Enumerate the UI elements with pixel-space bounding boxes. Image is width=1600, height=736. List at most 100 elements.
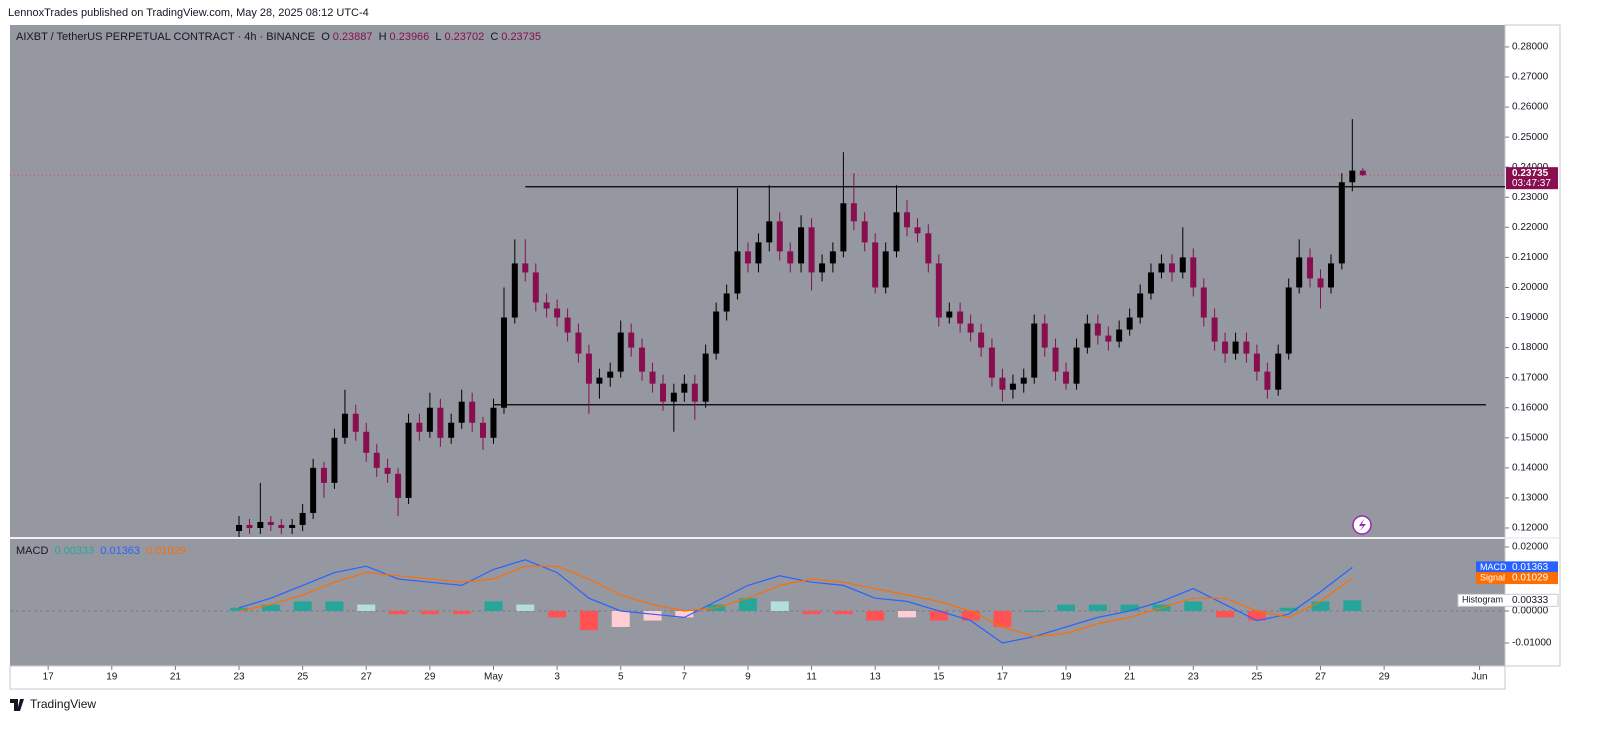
histogram-bar xyxy=(929,610,948,621)
candle-body xyxy=(893,212,900,252)
candle-body xyxy=(490,407,497,438)
candle-body xyxy=(1137,293,1144,318)
candle-body xyxy=(755,242,762,264)
histogram-bar xyxy=(802,610,821,615)
candle-body xyxy=(1190,257,1197,288)
candle-body xyxy=(532,272,539,303)
candle-body xyxy=(808,227,815,273)
candle-body xyxy=(1328,263,1335,288)
candle-body xyxy=(575,332,582,354)
candle-body xyxy=(384,467,391,474)
macd-line xyxy=(238,565,1353,638)
histogram-bar xyxy=(675,610,694,618)
candle-body xyxy=(479,422,486,438)
histogram-bar xyxy=(548,610,567,618)
candle-body xyxy=(257,521,264,528)
macd-legend: MACD 0.00333 0.01363 0.01029 xyxy=(16,545,189,557)
x-tick-label: 19 xyxy=(106,672,118,683)
candle-body xyxy=(267,521,274,525)
candle-body xyxy=(925,233,932,264)
histogram-bar xyxy=(516,604,535,611)
candle-body xyxy=(649,371,656,384)
x-tick-label: 11 xyxy=(806,672,817,683)
x-tick-label: 17 xyxy=(43,672,55,683)
macd-value: 0.01363 xyxy=(100,545,141,557)
y-tick-label: 0.13000 xyxy=(1512,493,1549,504)
symbol-legend: AIXBT / TetherUS PERPETUAL CONTRACT · 4h… xyxy=(16,31,544,43)
series-label-box xyxy=(1457,593,1559,607)
candle-body xyxy=(744,251,751,264)
histogram-bar xyxy=(484,601,503,611)
candle-body xyxy=(702,353,709,402)
candle-body xyxy=(585,353,592,384)
x-tick-label: 7 xyxy=(682,672,688,683)
candle-body xyxy=(734,251,741,294)
histogram-bar xyxy=(261,604,280,611)
candle-body xyxy=(1200,287,1207,318)
histogram-bar xyxy=(1311,601,1330,611)
y-tick-label: 0.00000 xyxy=(1512,606,1549,617)
histogram-bar xyxy=(1088,604,1107,611)
x-tick-label: 15 xyxy=(933,672,945,683)
histogram-bar xyxy=(1025,610,1044,612)
x-tick-label: May xyxy=(484,672,503,683)
candle-body xyxy=(1168,263,1175,273)
candle-body xyxy=(289,524,296,528)
candle-body xyxy=(469,401,476,423)
candle-body xyxy=(861,221,868,243)
candle-body xyxy=(829,251,836,264)
candle-body xyxy=(766,221,773,243)
x-tick-label: 29 xyxy=(1379,672,1391,683)
histogram-bar xyxy=(866,610,885,621)
histogram-bar xyxy=(898,610,916,618)
y-tick-label: 0.17000 xyxy=(1512,372,1549,383)
x-tick-label: 23 xyxy=(233,672,245,683)
series-name: Signal xyxy=(1480,572,1505,582)
y-tick-label: -0.01000 xyxy=(1512,638,1552,649)
candle-body xyxy=(957,311,964,324)
y-tick-label: 0.21000 xyxy=(1512,252,1549,263)
candle-body xyxy=(628,332,635,348)
histogram-bar xyxy=(325,601,344,611)
y-tick-label: 0.15000 xyxy=(1512,432,1549,443)
candle-body xyxy=(236,524,243,531)
x-tick-label: 17 xyxy=(997,672,1009,683)
histogram-bar xyxy=(452,610,471,615)
candle-body xyxy=(1349,170,1356,183)
x-tick-label: 21 xyxy=(1124,672,1136,683)
candle-body xyxy=(1317,278,1324,288)
main-pane xyxy=(10,25,1505,537)
candle-body xyxy=(691,383,698,402)
histogram-bar xyxy=(643,610,662,621)
y-tick-label: 0.18000 xyxy=(1512,342,1549,353)
ohlc-value: 0.23735 xyxy=(501,31,542,43)
candle-body xyxy=(850,203,857,222)
candle-body xyxy=(670,392,677,402)
series-value: 0.00333 xyxy=(1512,595,1549,606)
candle-body xyxy=(310,467,317,513)
y-tick-label: 0.27000 xyxy=(1512,72,1549,83)
candle-body xyxy=(1041,323,1048,348)
symbol: AIXBT / TetherUS PERPETUAL CONTRACT · 4h… xyxy=(16,31,316,43)
candle-body xyxy=(1158,263,1165,273)
macd-title: MACD xyxy=(16,545,49,557)
y-tick-label: 0.16000 xyxy=(1512,402,1549,413)
histogram-bar xyxy=(389,610,408,615)
candle-body xyxy=(819,263,826,273)
candle-body xyxy=(1073,347,1080,384)
y-tick-label: 0.22000 xyxy=(1512,222,1549,233)
candle-body xyxy=(341,413,348,438)
candle-body xyxy=(1179,257,1186,273)
candle-body xyxy=(660,383,667,402)
histogram-bar xyxy=(1343,600,1362,611)
candle-body xyxy=(1031,323,1038,378)
candle-body xyxy=(787,251,794,264)
candle-body xyxy=(1020,377,1027,384)
time-axis xyxy=(9,665,1506,690)
candle-body xyxy=(416,422,423,432)
last-price-label: 0.23735 xyxy=(1512,168,1549,179)
candle-body xyxy=(904,212,910,228)
macd-line xyxy=(238,559,1353,644)
